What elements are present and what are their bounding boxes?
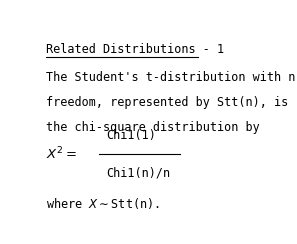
Text: $X^2 =$: $X^2 =$ [46,146,77,163]
Text: Related Distributions - 1: Related Distributions - 1 [46,43,225,56]
Text: Chi1(1): Chi1(1) [106,129,156,142]
Text: Chi1(n)/n: Chi1(n)/n [106,166,170,179]
Text: The Student's t-distribution with n degrees of: The Student's t-distribution with n degr… [46,71,297,84]
Text: the chi-square distribution by: the chi-square distribution by [46,121,260,134]
Text: where $X\sim\mathregular{Stt(n).}$: where $X\sim\mathregular{Stt(n).}$ [46,195,160,211]
Text: freedom, represented by Stt(n), is related to: freedom, represented by Stt(n), is relat… [46,96,297,109]
